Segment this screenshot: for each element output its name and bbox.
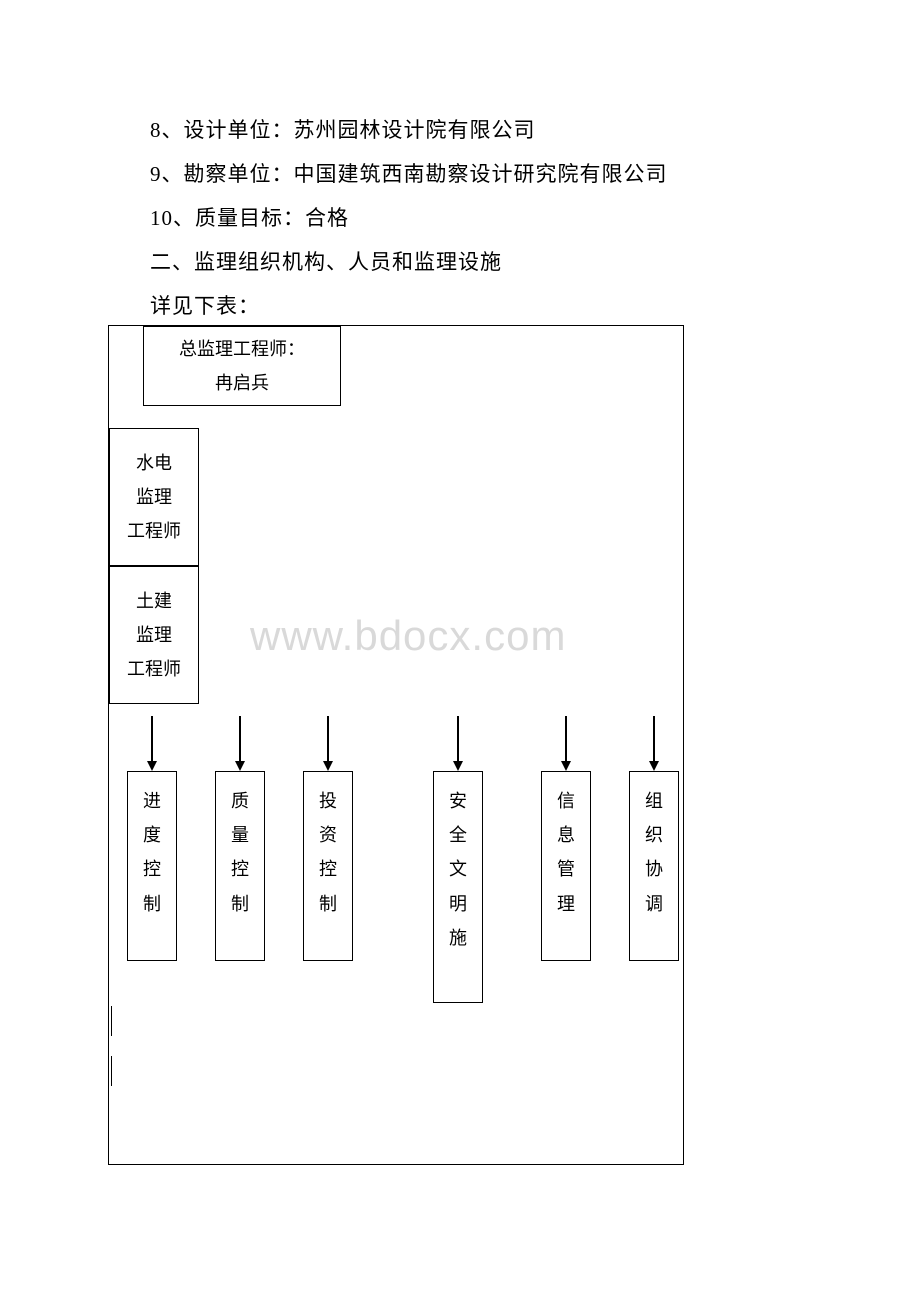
arrow-down-icon	[565, 716, 567, 771]
chief-engineer-box: 总监理工程师： 冉启兵	[143, 326, 341, 406]
arrow-down-icon	[457, 716, 459, 771]
mid1-l1: 水电	[136, 446, 172, 480]
control-box-char: 组	[645, 784, 663, 818]
control-box-char: 控	[231, 852, 249, 886]
arrow-shaft	[151, 716, 153, 764]
chief-engineer-title: 总监理工程师：	[179, 332, 305, 366]
control-box-5: 组织协调	[629, 771, 679, 961]
control-box-char: 制	[143, 887, 161, 921]
arrow-head-icon	[453, 761, 463, 771]
control-box-4: 信息管理	[541, 771, 591, 961]
civil-engineer-box: 土建 监理 工程师	[109, 566, 199, 704]
control-box-char: 资	[319, 818, 337, 852]
mid1-l3: 工程师	[127, 514, 181, 548]
arrow-head-icon	[147, 761, 157, 771]
org-chart-container: 总监理工程师： 冉启兵 水电 监理 工程师 土建 监理 工程师 进度控制质量控制…	[108, 325, 684, 1165]
arrow-shaft	[327, 716, 329, 764]
hydropower-engineer-box: 水电 监理 工程师	[109, 428, 199, 566]
control-box-char: 量	[231, 818, 249, 852]
line-see-below: 详见下表：	[150, 284, 810, 328]
control-box-0: 进度控制	[127, 771, 177, 961]
control-box-char: 织	[645, 818, 663, 852]
control-box-char: 进	[143, 784, 161, 818]
control-box-char: 制	[319, 887, 337, 921]
line-8: 8、设计单位：苏州园林设计院有限公司	[150, 108, 810, 152]
control-box-char: 息	[557, 818, 575, 852]
mid2-l2: 监理	[136, 618, 172, 652]
arrow-head-icon	[561, 761, 571, 771]
mid2-l3: 工程师	[127, 652, 181, 686]
arrow-shaft	[457, 716, 459, 764]
tick-2	[111, 1056, 112, 1086]
arrow-head-icon	[323, 761, 333, 771]
control-box-char: 控	[143, 852, 161, 886]
control-box-2: 投资控制	[303, 771, 353, 961]
intro-text-block: 8、设计单位：苏州园林设计院有限公司 9、勘察单位：中国建筑西南勘察设计研究院有…	[150, 108, 810, 328]
control-box-char: 调	[645, 887, 663, 921]
control-box-3: 安全文明施	[433, 771, 483, 1003]
arrow-down-icon	[327, 716, 329, 771]
arrow-shaft	[565, 716, 567, 764]
control-box-char: 安	[449, 784, 467, 818]
control-box-char: 全	[449, 818, 467, 852]
control-box-char: 信	[557, 784, 575, 818]
arrow-head-icon	[235, 761, 245, 771]
line-9: 9、勘察单位：中国建筑西南勘察设计研究院有限公司	[150, 152, 810, 196]
control-box-1: 质量控制	[215, 771, 265, 961]
mid2-l1: 土建	[136, 584, 172, 618]
chief-engineer-name: 冉启兵	[215, 366, 269, 400]
control-box-char: 施	[449, 921, 467, 955]
control-box-char: 协	[645, 852, 663, 886]
control-box-char: 明	[449, 887, 467, 921]
control-box-char: 管	[557, 852, 575, 886]
mid1-l2: 监理	[136, 480, 172, 514]
control-box-char: 控	[319, 852, 337, 886]
control-box-char: 文	[449, 852, 467, 886]
arrow-down-icon	[239, 716, 241, 771]
arrow-shaft	[239, 716, 241, 764]
control-box-char: 质	[231, 784, 249, 818]
line-10: 10、质量目标：合格	[150, 196, 810, 240]
arrow-head-icon	[649, 761, 659, 771]
arrow-down-icon	[653, 716, 655, 771]
control-box-char: 理	[557, 887, 575, 921]
control-box-char: 制	[231, 887, 249, 921]
arrow-down-icon	[151, 716, 153, 771]
control-box-char: 投	[319, 784, 337, 818]
control-box-char: 度	[143, 818, 161, 852]
tick-1	[111, 1006, 112, 1036]
line-section-2: 二、监理组织机构、人员和监理设施	[150, 240, 810, 284]
arrow-shaft	[653, 716, 655, 764]
